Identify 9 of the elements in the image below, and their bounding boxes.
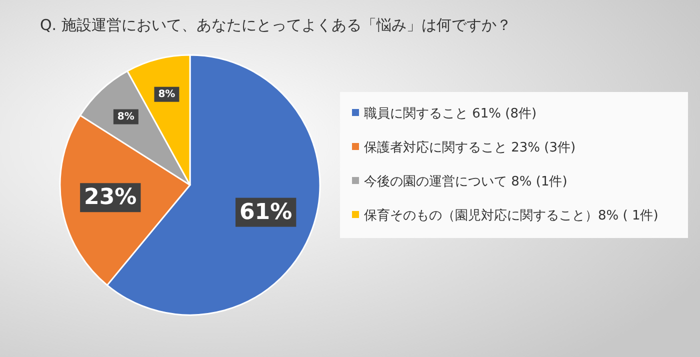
legend-label: 今後の園の運営について 8% (1件): [364, 174, 568, 190]
data-label: 23%: [84, 185, 137, 210]
legend-label: 保護者対応に関すること 23% (3件): [364, 140, 576, 156]
data-label: 8%: [158, 88, 176, 100]
data-label: 61%: [240, 200, 292, 225]
legend-label: 保育そのもの（園児対応に関すること）8% ( 1件): [364, 208, 658, 224]
data-label: 8%: [117, 111, 134, 122]
legend-label: 職員に関すること 61% (8件): [364, 106, 537, 122]
chart-title: Q. 施設運営において、あなたにとってよくある「悩み」は何ですか？: [40, 16, 512, 34]
